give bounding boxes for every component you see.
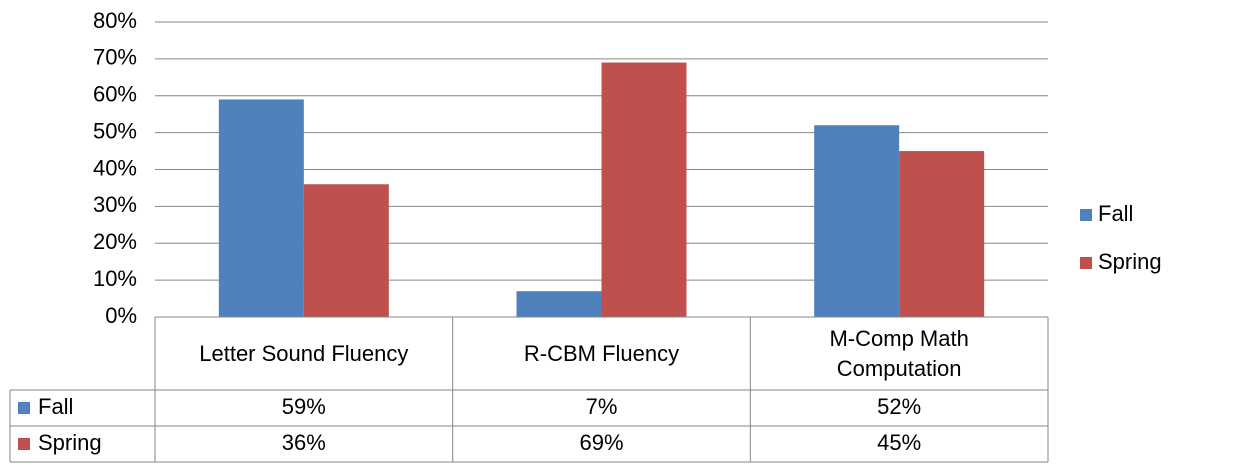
y-tick-label: 10%	[93, 266, 137, 291]
y-tick-label: 50%	[93, 118, 137, 143]
legend-key	[1080, 257, 1092, 269]
y-tick-label: 0%	[105, 303, 137, 328]
bar	[899, 151, 985, 317]
y-tick-label: 30%	[93, 192, 137, 217]
table-value: 36%	[282, 430, 326, 455]
table-value: 69%	[579, 430, 623, 455]
bar	[814, 125, 900, 317]
legend-label: Spring	[1098, 249, 1162, 274]
category-cell: R-CBM Fluency	[523, 340, 680, 366]
table-value: 59%	[282, 394, 326, 419]
y-tick-label: 80%	[93, 8, 137, 33]
x-tick-label: Letter Sound Fluency	[199, 340, 409, 366]
bar	[218, 99, 304, 317]
table-series-label: Fall	[38, 394, 73, 419]
bar	[303, 184, 389, 317]
y-tick-label: 20%	[93, 229, 137, 254]
table-value: 52%	[877, 394, 921, 419]
bar	[601, 62, 687, 317]
legend-label: Fall	[1098, 201, 1133, 226]
y-tick-label: 70%	[93, 45, 137, 70]
table-legend-key	[18, 438, 30, 450]
x-tick-label: M-Comp Math Computation	[829, 325, 969, 381]
y-tick-label: 60%	[93, 82, 137, 107]
bar	[516, 291, 602, 317]
x-tick-label: R-CBM Fluency	[523, 340, 680, 366]
category-cell: Letter Sound Fluency	[199, 340, 409, 366]
table-legend-key	[18, 402, 30, 414]
legend-key	[1080, 209, 1092, 221]
category-cell: M-Comp Math Computation	[829, 325, 969, 381]
y-tick-label: 40%	[93, 155, 137, 180]
table-value: 45%	[877, 430, 921, 455]
table-series-label: Spring	[38, 430, 102, 455]
table-value: 7%	[586, 394, 618, 419]
